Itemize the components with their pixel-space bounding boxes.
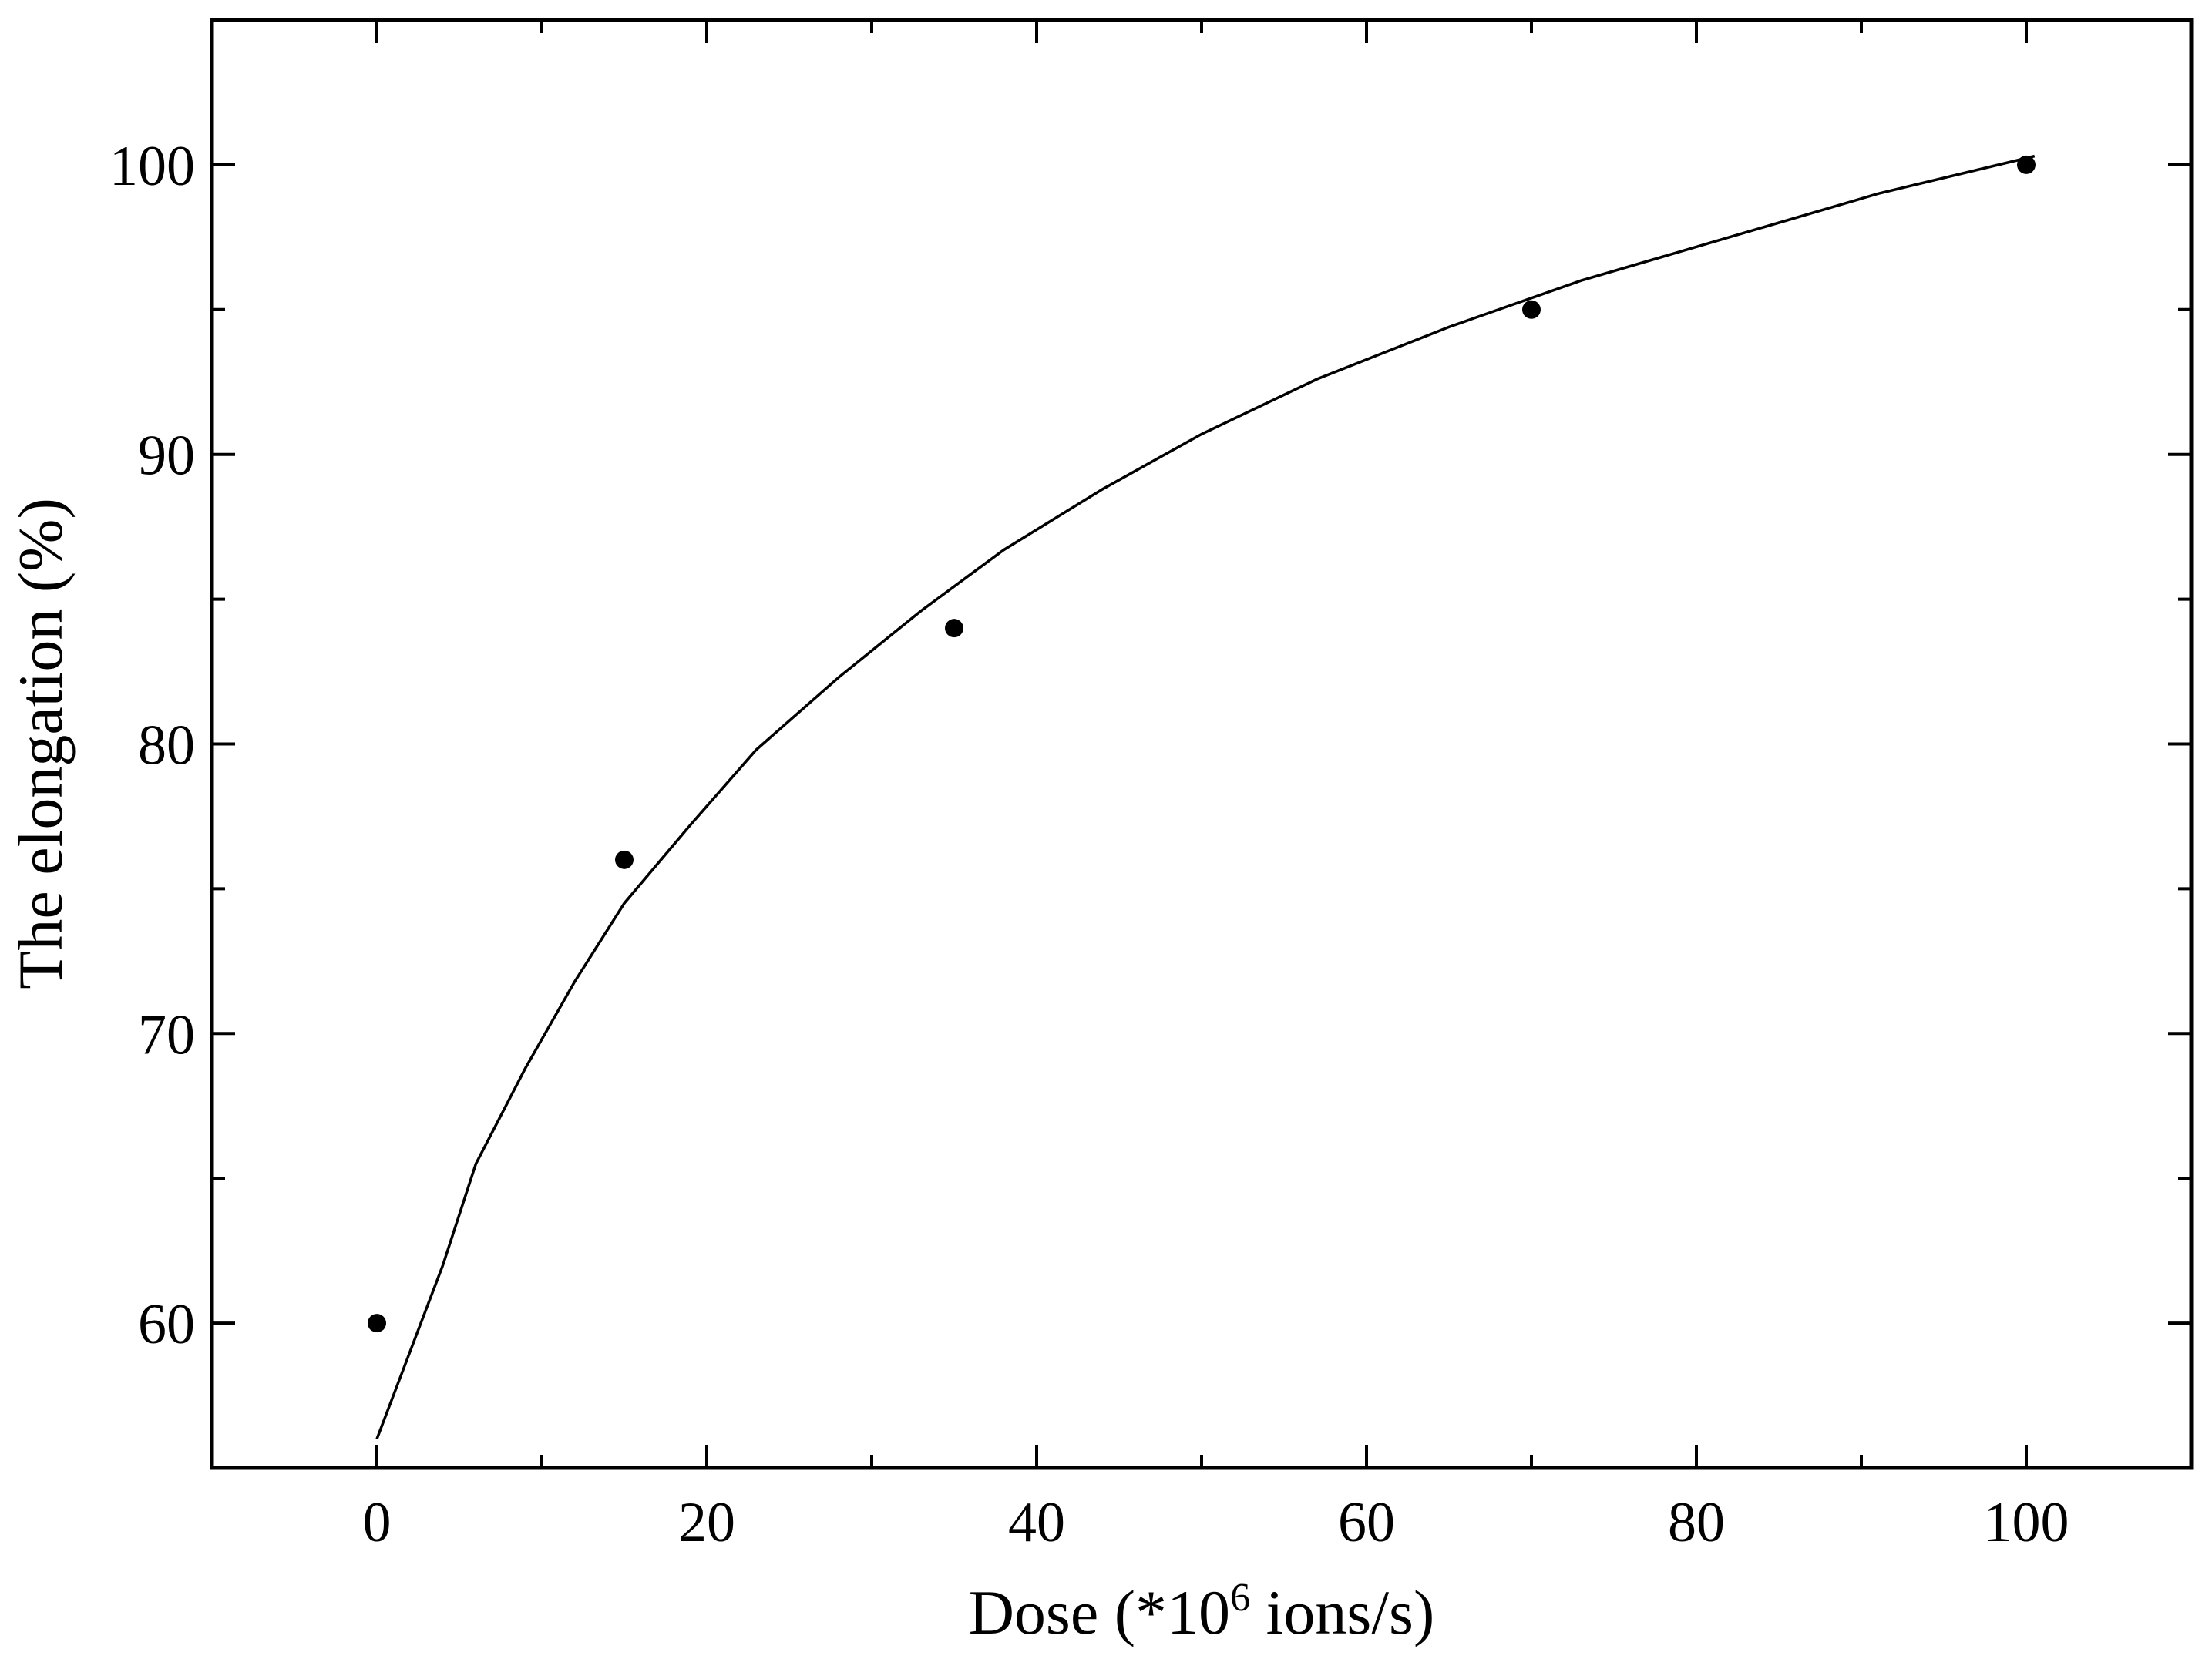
x-tick-label: 80 — [1668, 1491, 1725, 1554]
data-point — [1522, 300, 1541, 319]
plot-frame — [210, 18, 2194, 1470]
data-point — [945, 619, 963, 638]
y-tick-label: 90 — [138, 425, 195, 488]
fit-line — [375, 154, 2036, 1440]
data-point — [615, 850, 634, 869]
y-tick-label: 70 — [138, 1003, 195, 1066]
x-tick-label: 100 — [1984, 1491, 2069, 1554]
data-point — [368, 1314, 386, 1333]
y-tick-label: 60 — [138, 1293, 195, 1356]
x-axis-label-sup: 6 — [1230, 1576, 1250, 1620]
y-tick-label: 80 — [138, 714, 195, 777]
x-tick-label: 60 — [1338, 1491, 1395, 1554]
x-axis-label: Dose (*106 ions/s) — [969, 1576, 1435, 1647]
x-axis-label-part: Dose (*10 — [969, 1577, 1230, 1647]
y-axis-label: The elongation (%) — [5, 498, 76, 989]
x-tick-label: 40 — [1008, 1491, 1065, 1554]
x-tick-label: 0 — [363, 1491, 392, 1554]
x-axis-label-part: ions/s) — [1250, 1577, 1434, 1647]
y-tick-label: 100 — [109, 135, 195, 198]
x-tick-label: 20 — [678, 1491, 735, 1554]
